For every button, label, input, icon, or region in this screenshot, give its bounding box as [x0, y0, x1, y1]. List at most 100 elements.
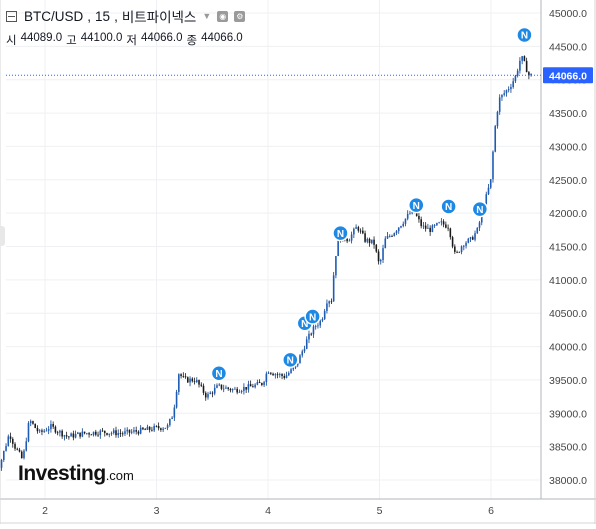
- news-marker[interactable]: N: [441, 199, 456, 214]
- high-label: 고: [66, 32, 77, 48]
- candle-body: [41, 430, 43, 431]
- candle-body: [384, 239, 386, 249]
- candle-body: [79, 433, 81, 437]
- candle-body: [218, 385, 220, 386]
- candle-body: [423, 226, 425, 227]
- candle-body: [510, 87, 512, 89]
- candle-body: [21, 452, 23, 458]
- news-marker[interactable]: N: [283, 352, 298, 367]
- candle-body: [268, 373, 270, 374]
- candle-body: [427, 228, 429, 229]
- candle-body: [299, 355, 301, 363]
- candle-body: [227, 388, 229, 389]
- candle-body: [144, 429, 146, 430]
- low-value: 44066.0: [141, 32, 183, 48]
- candle-body: [239, 392, 241, 393]
- candle-body: [331, 301, 333, 302]
- candle-body: [236, 389, 238, 393]
- candle-body: [407, 214, 409, 219]
- collapse-icon[interactable]: [6, 11, 17, 22]
- candle-body: [12, 439, 14, 444]
- candle-body: [261, 383, 263, 385]
- candle-body: [5, 446, 7, 451]
- candle-body: [180, 374, 182, 376]
- candle-body: [234, 389, 236, 390]
- candle-body: [306, 339, 308, 348]
- x-tick-label: 6: [488, 505, 494, 517]
- candle-body: [315, 326, 317, 327]
- news-marker[interactable]: N: [211, 366, 226, 381]
- candle-body: [351, 234, 353, 240]
- candle-body: [151, 430, 153, 431]
- candle-body: [167, 425, 169, 428]
- eye-icon[interactable]: ◉: [217, 11, 228, 22]
- candle-body: [283, 376, 285, 378]
- news-marker[interactable]: N: [409, 198, 424, 213]
- interval-label[interactable]: 15: [95, 9, 110, 24]
- candle-body: [245, 387, 247, 390]
- candle-body: [272, 374, 274, 376]
- candle-body: [393, 233, 395, 236]
- candle-body: [97, 435, 99, 436]
- candle-body: [75, 434, 77, 437]
- candle-body: [196, 380, 198, 382]
- candle-body: [88, 433, 90, 434]
- separator: ,: [114, 9, 118, 24]
- candle-body: [55, 427, 57, 433]
- candle-body: [111, 433, 113, 434]
- open-label: 시: [6, 32, 17, 48]
- candle-body: [434, 225, 436, 226]
- candle-body: [129, 430, 131, 433]
- candle-body: [470, 237, 472, 239]
- candle-body: [373, 240, 375, 245]
- candle-body: [324, 311, 326, 319]
- exchange-label[interactable]: 비트파이넥스: [122, 6, 197, 26]
- y-tick-label: 39500.0: [549, 375, 587, 387]
- news-marker[interactable]: N: [305, 309, 320, 324]
- candle-body: [506, 90, 508, 93]
- candle-body: [259, 382, 261, 383]
- candle-body: [375, 245, 377, 252]
- candle-body: [73, 433, 75, 437]
- candle-body: [10, 436, 12, 438]
- candle-body: [382, 248, 384, 260]
- candle-body: [369, 239, 371, 243]
- candle-body: [37, 428, 39, 431]
- chevron-down-icon[interactable]: ▼: [202, 11, 211, 21]
- candle-body: [362, 231, 364, 234]
- y-tick-label: 42500.0: [549, 175, 587, 187]
- gear-icon[interactable]: ⚙: [234, 11, 245, 22]
- candle-body: [425, 226, 427, 229]
- candle-body: [93, 432, 95, 435]
- candle-body: [120, 433, 122, 434]
- x-tick-label: 5: [377, 505, 383, 517]
- candle-body: [367, 239, 369, 242]
- candle-body: [254, 385, 256, 388]
- candle-body: [43, 431, 45, 432]
- news-marker[interactable]: N: [333, 226, 348, 241]
- news-marker[interactable]: N: [517, 28, 532, 43]
- candle-body: [452, 237, 454, 246]
- candle-body: [248, 384, 250, 389]
- candle-body: [409, 213, 411, 214]
- news-marker-label: N: [287, 356, 294, 367]
- y-tick-label: 40000.0: [549, 342, 587, 354]
- candle-body: [358, 227, 360, 231]
- candle-body: [391, 236, 393, 237]
- candle-body: [158, 426, 160, 428]
- close-value: 44066.0: [201, 32, 243, 48]
- candle-body: [66, 435, 68, 436]
- x-tick-label: 2: [42, 505, 48, 517]
- candle-body: [140, 428, 142, 434]
- candle-body: [512, 81, 514, 87]
- news-marker-label: N: [445, 202, 452, 213]
- chart-left-handle[interactable]: [0, 226, 5, 246]
- candle-body: [84, 432, 86, 434]
- candle-body: [82, 432, 84, 437]
- news-marker[interactable]: N: [472, 202, 487, 217]
- symbol-label[interactable]: BTC/USD: [24, 9, 83, 24]
- candle-body: [438, 222, 440, 223]
